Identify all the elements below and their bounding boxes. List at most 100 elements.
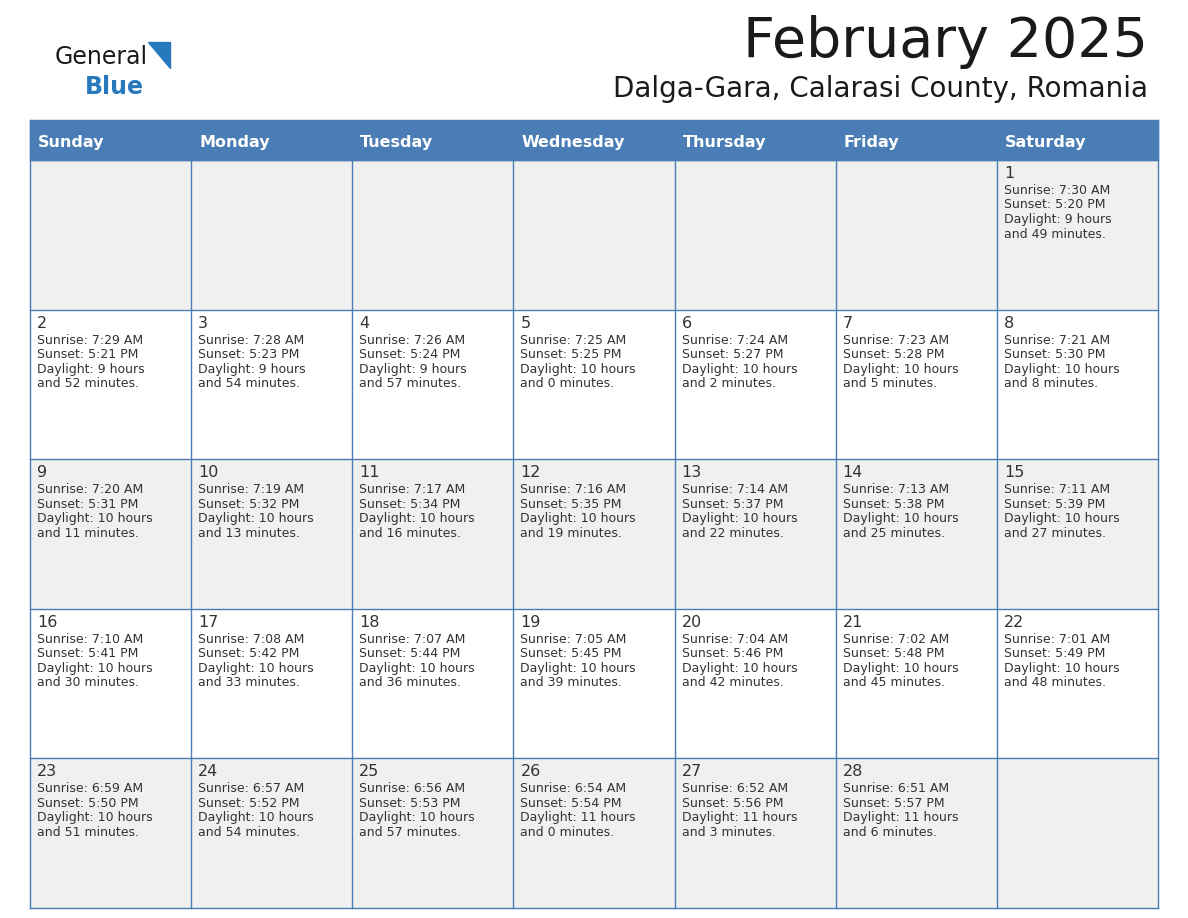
Text: Sunset: 5:32 PM: Sunset: 5:32 PM: [198, 498, 299, 510]
Text: Dalga-Gara, Calarasi County, Romania: Dalga-Gara, Calarasi County, Romania: [613, 75, 1148, 103]
Text: Sunset: 5:56 PM: Sunset: 5:56 PM: [682, 797, 783, 810]
Text: Sunset: 5:52 PM: Sunset: 5:52 PM: [198, 797, 299, 810]
Text: Wednesday: Wednesday: [522, 135, 625, 150]
Text: and 36 minutes.: and 36 minutes.: [359, 677, 461, 689]
Text: Sunrise: 6:51 AM: Sunrise: 6:51 AM: [842, 782, 949, 795]
Text: Sunrise: 7:29 AM: Sunrise: 7:29 AM: [37, 333, 143, 347]
Text: 8: 8: [1004, 316, 1015, 330]
Text: 11: 11: [359, 465, 380, 480]
Text: Sunset: 5:28 PM: Sunset: 5:28 PM: [842, 348, 944, 361]
Text: Daylight: 10 hours: Daylight: 10 hours: [359, 812, 475, 824]
Text: and 16 minutes.: and 16 minutes.: [359, 527, 461, 540]
Text: Sunset: 5:38 PM: Sunset: 5:38 PM: [842, 498, 944, 510]
Text: Sunset: 5:24 PM: Sunset: 5:24 PM: [359, 348, 461, 361]
Text: 3: 3: [198, 316, 208, 330]
Text: Sunrise: 7:19 AM: Sunrise: 7:19 AM: [198, 483, 304, 497]
Text: Sunset: 5:25 PM: Sunset: 5:25 PM: [520, 348, 623, 361]
Text: Sunset: 5:57 PM: Sunset: 5:57 PM: [842, 797, 944, 810]
Text: 20: 20: [682, 615, 702, 630]
Bar: [30, 609, 1158, 758]
Text: Sunset: 5:49 PM: Sunset: 5:49 PM: [1004, 647, 1105, 660]
Text: Tuesday: Tuesday: [360, 135, 434, 150]
Text: Monday: Monday: [200, 135, 270, 150]
Text: and 6 minutes.: and 6 minutes.: [842, 826, 936, 839]
Text: and 19 minutes.: and 19 minutes.: [520, 527, 623, 540]
Text: Daylight: 9 hours: Daylight: 9 hours: [37, 363, 145, 375]
Text: Sunset: 5:34 PM: Sunset: 5:34 PM: [359, 498, 461, 510]
Text: Sunrise: 7:05 AM: Sunrise: 7:05 AM: [520, 633, 627, 645]
Text: 18: 18: [359, 615, 380, 630]
Text: and 0 minutes.: and 0 minutes.: [520, 826, 614, 839]
Text: Daylight: 10 hours: Daylight: 10 hours: [1004, 662, 1119, 675]
Text: 6: 6: [682, 316, 691, 330]
Text: Daylight: 10 hours: Daylight: 10 hours: [198, 662, 314, 675]
Text: Sunset: 5:42 PM: Sunset: 5:42 PM: [198, 647, 299, 660]
Text: Sunrise: 7:02 AM: Sunrise: 7:02 AM: [842, 633, 949, 645]
Text: and 30 minutes.: and 30 minutes.: [37, 677, 139, 689]
Bar: [30, 160, 1158, 309]
Text: 25: 25: [359, 765, 379, 779]
Text: Sunrise: 6:54 AM: Sunrise: 6:54 AM: [520, 782, 626, 795]
Text: Sunrise: 7:26 AM: Sunrise: 7:26 AM: [359, 333, 466, 347]
Text: and 39 minutes.: and 39 minutes.: [520, 677, 623, 689]
Text: Sunset: 5:46 PM: Sunset: 5:46 PM: [682, 647, 783, 660]
Text: Sunrise: 7:07 AM: Sunrise: 7:07 AM: [359, 633, 466, 645]
Text: Sunset: 5:21 PM: Sunset: 5:21 PM: [37, 348, 138, 361]
Text: Sunset: 5:50 PM: Sunset: 5:50 PM: [37, 797, 139, 810]
Text: and 54 minutes.: and 54 minutes.: [198, 377, 301, 390]
Text: 15: 15: [1004, 465, 1024, 480]
Text: and 42 minutes.: and 42 minutes.: [682, 677, 783, 689]
Text: Sunrise: 7:04 AM: Sunrise: 7:04 AM: [682, 633, 788, 645]
Text: Daylight: 9 hours: Daylight: 9 hours: [198, 363, 305, 375]
Text: Sunset: 5:48 PM: Sunset: 5:48 PM: [842, 647, 944, 660]
Text: Friday: Friday: [843, 135, 899, 150]
Text: Sunrise: 7:17 AM: Sunrise: 7:17 AM: [359, 483, 466, 497]
Text: and 2 minutes.: and 2 minutes.: [682, 377, 776, 390]
Text: Daylight: 11 hours: Daylight: 11 hours: [682, 812, 797, 824]
Text: Sunset: 5:35 PM: Sunset: 5:35 PM: [520, 498, 623, 510]
Text: Daylight: 10 hours: Daylight: 10 hours: [682, 512, 797, 525]
Text: Sunset: 5:20 PM: Sunset: 5:20 PM: [1004, 198, 1105, 211]
Text: Sunrise: 6:56 AM: Sunrise: 6:56 AM: [359, 782, 466, 795]
Text: Sunset: 5:31 PM: Sunset: 5:31 PM: [37, 498, 138, 510]
Text: and 45 minutes.: and 45 minutes.: [842, 677, 944, 689]
Text: Daylight: 10 hours: Daylight: 10 hours: [198, 812, 314, 824]
Text: Sunrise: 7:10 AM: Sunrise: 7:10 AM: [37, 633, 144, 645]
Text: Daylight: 10 hours: Daylight: 10 hours: [682, 662, 797, 675]
Text: 14: 14: [842, 465, 864, 480]
Text: and 11 minutes.: and 11 minutes.: [37, 527, 139, 540]
Text: Daylight: 10 hours: Daylight: 10 hours: [682, 363, 797, 375]
Text: Sunset: 5:23 PM: Sunset: 5:23 PM: [198, 348, 299, 361]
Text: Daylight: 10 hours: Daylight: 10 hours: [520, 662, 636, 675]
Text: Daylight: 11 hours: Daylight: 11 hours: [842, 812, 959, 824]
Bar: [30, 758, 1158, 908]
Text: and 33 minutes.: and 33 minutes.: [198, 677, 301, 689]
Text: Daylight: 10 hours: Daylight: 10 hours: [520, 363, 636, 375]
Text: Saturday: Saturday: [1005, 135, 1086, 150]
Text: Sunrise: 7:30 AM: Sunrise: 7:30 AM: [1004, 184, 1110, 197]
Text: Thursday: Thursday: [683, 135, 766, 150]
Text: Daylight: 10 hours: Daylight: 10 hours: [1004, 512, 1119, 525]
Text: 16: 16: [37, 615, 57, 630]
Text: Sunrise: 7:11 AM: Sunrise: 7:11 AM: [1004, 483, 1110, 497]
Bar: [30, 125, 1158, 160]
Text: Daylight: 10 hours: Daylight: 10 hours: [520, 512, 636, 525]
Text: and 8 minutes.: and 8 minutes.: [1004, 377, 1098, 390]
Text: 10: 10: [198, 465, 219, 480]
Text: Sunrise: 6:59 AM: Sunrise: 6:59 AM: [37, 782, 143, 795]
Text: General: General: [55, 45, 148, 69]
Text: 26: 26: [520, 765, 541, 779]
Text: Sunday: Sunday: [38, 135, 105, 150]
Text: Sunrise: 7:21 AM: Sunrise: 7:21 AM: [1004, 333, 1110, 347]
Text: and 54 minutes.: and 54 minutes.: [198, 826, 301, 839]
Text: Sunset: 5:45 PM: Sunset: 5:45 PM: [520, 647, 623, 660]
Text: and 27 minutes.: and 27 minutes.: [1004, 527, 1106, 540]
Text: Sunrise: 6:52 AM: Sunrise: 6:52 AM: [682, 782, 788, 795]
Text: Sunrise: 7:14 AM: Sunrise: 7:14 AM: [682, 483, 788, 497]
Text: and 0 minutes.: and 0 minutes.: [520, 377, 614, 390]
Text: Sunrise: 7:01 AM: Sunrise: 7:01 AM: [1004, 633, 1110, 645]
Text: Daylight: 9 hours: Daylight: 9 hours: [1004, 213, 1112, 226]
Text: Daylight: 10 hours: Daylight: 10 hours: [842, 363, 959, 375]
Text: and 25 minutes.: and 25 minutes.: [842, 527, 944, 540]
Text: Daylight: 10 hours: Daylight: 10 hours: [842, 662, 959, 675]
